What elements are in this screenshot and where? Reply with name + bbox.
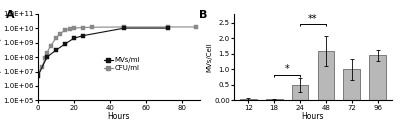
Bar [344,69,360,100]
Bar [240,99,257,100]
Text: *: * [285,64,290,74]
Bar [318,51,334,100]
Bar [369,56,386,100]
Y-axis label: MVs/ml - CFU/ml: MVs/ml - CFU/ml [0,28,2,86]
Text: **: ** [308,14,318,24]
Legend: MVs/ml, CFU/ml: MVs/ml, CFU/ml [102,54,143,74]
Y-axis label: MVs/Cell: MVs/Cell [207,42,213,72]
Bar [266,99,282,100]
Text: B: B [199,10,208,20]
Bar [292,85,308,100]
Text: A: A [6,10,14,20]
X-axis label: Hours: Hours [108,112,130,121]
X-axis label: Hours: Hours [302,112,324,121]
